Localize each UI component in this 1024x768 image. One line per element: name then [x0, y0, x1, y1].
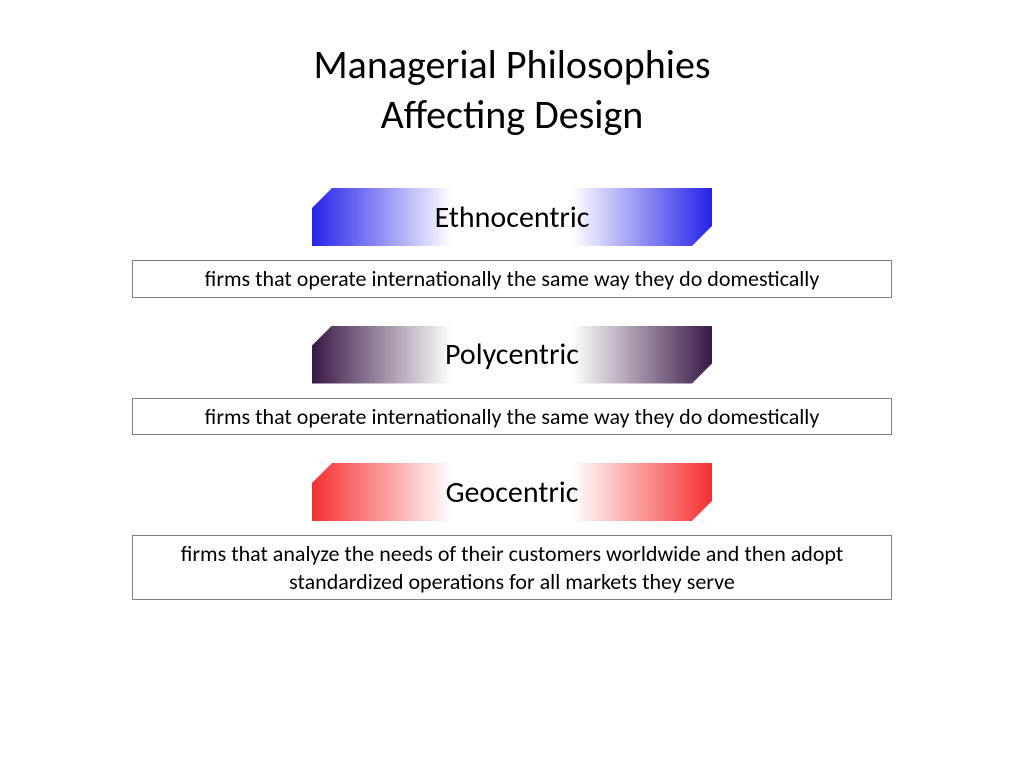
banner-wrap-ethnocentric: Ethnocentric — [312, 188, 712, 246]
banner-ethnocentric: Ethnocentric — [312, 188, 712, 246]
section-polycentric: Polycentric firms that operate internati… — [132, 326, 892, 436]
title-line-2: Affecting Design — [313, 90, 710, 140]
banner-geocentric: Geocentric — [312, 463, 712, 521]
description-polycentric: firms that operate internationally the s… — [132, 398, 892, 436]
banner-polycentric: Polycentric — [312, 326, 712, 384]
section-ethnocentric: Ethnocentric firms that operate internat… — [132, 188, 892, 298]
slide-root: Managerial Philosophies Affecting Design… — [0, 0, 1024, 768]
banner-wrap-geocentric: Geocentric — [312, 463, 712, 521]
banner-wrap-polycentric: Polycentric — [312, 326, 712, 384]
slide-title: Managerial Philosophies Affecting Design — [313, 40, 710, 140]
description-geocentric: firms that analyze the needs of their cu… — [132, 535, 892, 600]
title-line-1: Managerial Philosophies — [313, 40, 710, 90]
section-geocentric: Geocentric firms that analyze the needs … — [132, 463, 892, 600]
banner-label-geocentric: Geocentric — [446, 474, 579, 511]
description-ethnocentric: firms that operate internationally the s… — [132, 260, 892, 298]
banner-label-ethnocentric: Ethnocentric — [435, 199, 590, 236]
banner-label-polycentric: Polycentric — [445, 336, 579, 373]
